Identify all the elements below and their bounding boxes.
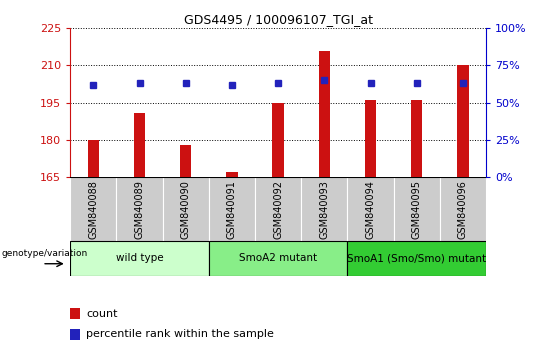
Bar [117,177,163,241]
Text: SmoA1 (Smo/Smo) mutant: SmoA1 (Smo/Smo) mutant [347,253,486,263]
Text: GSM840088: GSM840088 [89,180,98,239]
Bar [255,177,301,241]
Text: GSM840095: GSM840095 [411,180,422,239]
Text: GSM840091: GSM840091 [227,180,237,239]
Bar [301,177,347,241]
Bar [457,65,469,177]
Bar [226,172,238,177]
Text: GSM840092: GSM840092 [273,180,283,239]
Text: GSM840090: GSM840090 [181,180,191,239]
Bar [180,145,192,177]
Bar [87,140,99,177]
Bar [209,241,347,276]
Bar [364,100,376,177]
Bar [440,177,486,241]
Bar [347,177,394,241]
Text: count: count [86,309,118,319]
Bar [394,177,440,241]
Text: genotype/variation: genotype/variation [2,249,87,258]
Bar [134,113,145,177]
Bar [70,241,209,276]
Bar [272,103,284,177]
Bar [411,100,422,177]
Bar [70,329,80,340]
Bar [163,177,209,241]
Text: wild type: wild type [116,253,163,263]
Text: GSM840093: GSM840093 [319,180,329,239]
Text: GSM840089: GSM840089 [134,180,145,239]
Bar [319,51,330,177]
Text: GSM840096: GSM840096 [458,180,468,239]
Text: percentile rank within the sample: percentile rank within the sample [86,329,274,339]
Text: GSM840094: GSM840094 [366,180,375,239]
Bar [209,177,255,241]
Bar [70,308,80,319]
Title: GDS4495 / 100096107_TGI_at: GDS4495 / 100096107_TGI_at [184,13,373,26]
Bar [70,177,117,241]
Bar [347,241,486,276]
Text: SmoA2 mutant: SmoA2 mutant [239,253,317,263]
